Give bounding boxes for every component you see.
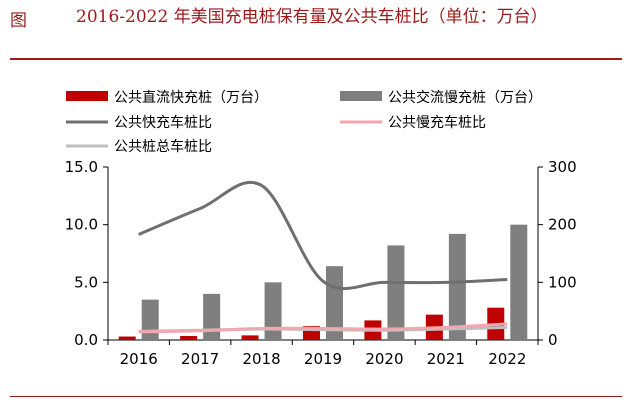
x-tick-label: 2016 [120, 350, 158, 368]
title-rule [10, 58, 622, 60]
x-tick-label: 2020 [365, 350, 403, 368]
bar-slow-charger [510, 224, 528, 340]
right-tick-label: 0 [548, 331, 558, 349]
x-tick-label: 2021 [427, 350, 465, 368]
figure-title: 2016-2022 年美国充电桩保有量及公共车桩比（单位：万台） [76, 7, 548, 27]
bar-slow-charger [141, 299, 159, 340]
x-tick-label: 2019 [304, 350, 342, 368]
left-tick-label: 5.0 [74, 273, 98, 291]
bar-fast-charger [180, 335, 198, 340]
line-fast-ratio [138, 181, 508, 291]
legend-label: 公共直流快充桩（万台） [114, 89, 268, 106]
bar-slow-charger [448, 233, 466, 340]
legend-swatch [340, 91, 382, 101]
bar-slow-charger [264, 282, 282, 340]
left-tick-label: 15.0 [65, 158, 98, 176]
bar-fast-charger [241, 335, 259, 340]
left-tick-label: 10.0 [65, 216, 98, 234]
legend-label: 公共交流慢充桩（万台） [388, 89, 542, 106]
x-tick-label: 2017 [181, 350, 219, 368]
legend-label: 公共慢充车桩比 [388, 114, 486, 131]
legend-label: 公共桩总车桩比 [114, 138, 212, 155]
x-tick-label: 2018 [242, 350, 280, 368]
bar-fast-charger [118, 336, 136, 340]
bar-slow-charger [203, 293, 221, 340]
left-tick-label: 0.0 [74, 331, 98, 349]
legend-swatch [66, 91, 108, 101]
bottom-rule [10, 396, 622, 397]
legend-label: 公共快充车桩比 [114, 114, 212, 131]
right-tick-label: 100 [548, 273, 577, 291]
x-tick-label: 2022 [488, 350, 526, 368]
line-slow-ratio [138, 322, 508, 334]
right-tick-label: 300 [548, 158, 577, 176]
bar-slow-charger [387, 245, 405, 340]
figure-title-block: 图 2016-2022 年美国充电桩保有量及公共车桩比（单位：万台） [10, 4, 622, 31]
figure-label: 图 [10, 11, 27, 31]
right-tick-label: 200 [548, 216, 577, 234]
